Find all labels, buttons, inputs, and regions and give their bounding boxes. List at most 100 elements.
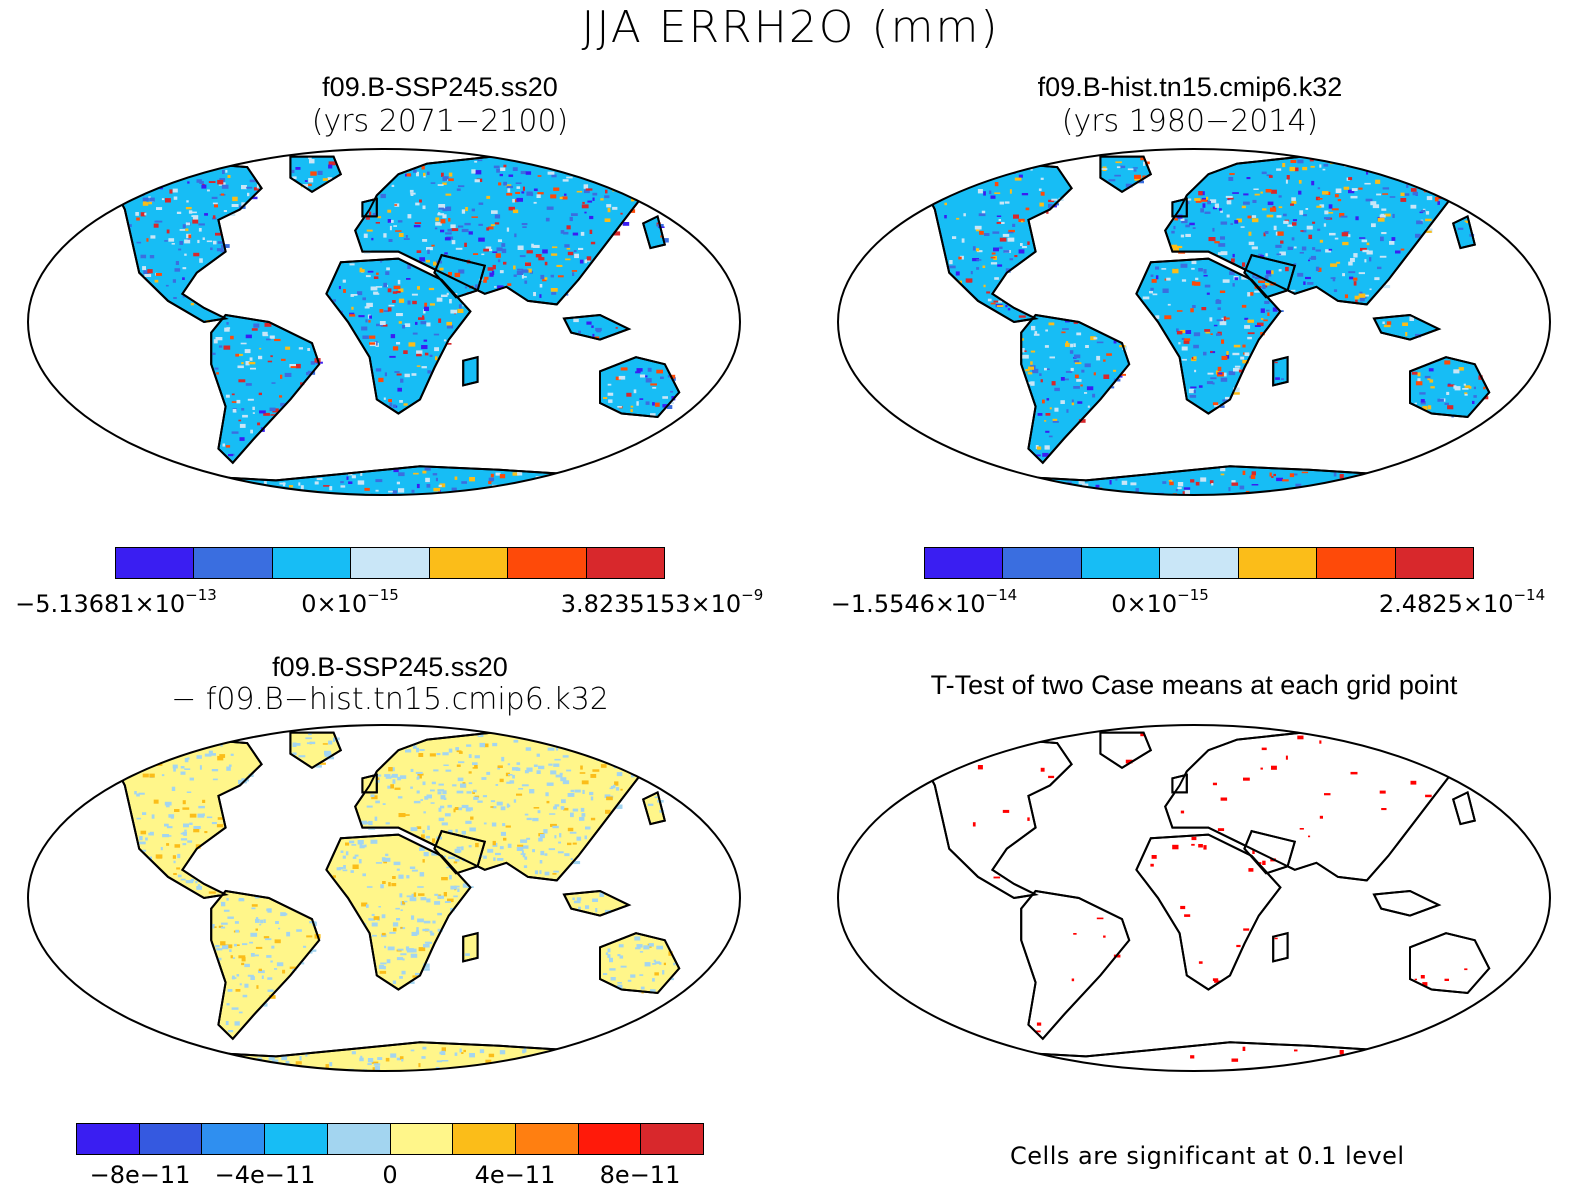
arabia-coastline (1243, 829, 1297, 875)
uk-coastline (361, 197, 378, 218)
madagascar-landmass (1272, 931, 1289, 963)
colorbar-swatch (515, 1124, 579, 1154)
colorbar-swatch (1238, 548, 1318, 578)
panel3-subtitle: − f09.B−hist.tn15.cmip6.k32 (171, 682, 609, 717)
panel2-colorbar (924, 547, 1474, 579)
africa-coastline (1135, 257, 1282, 415)
antarctica-coastline (960, 1041, 1427, 1071)
panel1-colorbar (115, 547, 665, 579)
south-america-coastline (1020, 313, 1131, 465)
australia-coastline (1409, 932, 1491, 995)
japan-coastline (1452, 214, 1477, 250)
panel3-colorbar-label-pos8: 8e−11 (599, 1161, 681, 1189)
north-america-coastline (918, 738, 1073, 900)
south-america-landmass (210, 313, 321, 465)
uk-coastline (1171, 773, 1188, 794)
panel3-colorbar-label-zero: 0 (382, 1161, 398, 1189)
greenland-landmass (1099, 731, 1153, 769)
colorbar-swatch (1160, 548, 1239, 578)
madagascar-coastline (1272, 355, 1289, 387)
uk-coastline (361, 773, 378, 794)
colorbar-swatch (586, 548, 664, 578)
panel2-colorbar-max-label: 2.4825×10−14 (1378, 586, 1546, 618)
greenland-coastline (289, 731, 343, 769)
panel1-colorbar-min-label: −5.13681×10−13 (15, 586, 217, 618)
panel2-colorbar-min-label: −1.5546×10−14 (830, 586, 1018, 618)
colorbar-swatch (202, 1124, 266, 1154)
south-america-landmass (1020, 313, 1131, 465)
south-america-coastline (210, 889, 321, 1041)
panel3-title: f09.B-SSP245.ss20 (272, 652, 508, 682)
panel1-map (27, 148, 741, 496)
ttest-footnote: Cells are significant at 0.1 level (1010, 1142, 1405, 1170)
japan-coastline (642, 214, 667, 250)
panel2-map (837, 148, 1551, 496)
colorbar-swatch (139, 1124, 203, 1154)
indonesia-landmass (1372, 889, 1442, 917)
colorbar-swatch (116, 548, 195, 578)
panel3-colorbar-label-neg8: −8e−11 (89, 1161, 191, 1189)
north-america-coastline (108, 162, 263, 324)
map-border (27, 148, 741, 496)
greenland-coastline (289, 155, 343, 193)
colorbar-swatch (578, 1124, 642, 1154)
colorbar-swatch (351, 548, 430, 578)
south-america-landmass (1020, 889, 1131, 1041)
colorbar-swatch (508, 548, 587, 578)
colorbar-swatch (1003, 548, 1082, 578)
figure-title: JJA ERRH2O (mm) (581, 2, 1000, 53)
south-america-coastline (210, 313, 321, 465)
panel1-subtitle: (yrs 2071−2100) (311, 104, 569, 139)
panel3-colorbar-label-neg4: −4e−11 (214, 1161, 316, 1189)
panel4-map (837, 724, 1551, 1072)
colorbar-swatch (1395, 548, 1473, 578)
australia-coastline (1409, 356, 1491, 419)
africa-coastline (325, 257, 472, 415)
panel2-subtitle: (yrs 1980−2014) (1061, 104, 1319, 139)
colorbar-swatch (429, 548, 509, 578)
colorbar-swatch (272, 548, 352, 578)
colorbar-swatch (327, 1124, 391, 1154)
north-america-coastline (108, 738, 263, 900)
map-border (837, 724, 1551, 1072)
panel2-colorbar-zero-label: 0×10−15 (1111, 586, 1209, 618)
madagascar-coastline (462, 355, 479, 387)
antarctica-landmass (150, 465, 617, 495)
indonesia-coastline (1372, 889, 1442, 917)
south-america-landmass (210, 889, 321, 1041)
colorbar-swatch (453, 1124, 516, 1154)
antarctica-landmass (150, 1041, 617, 1071)
madagascar-coastline (1272, 931, 1289, 963)
madagascar-landmass (462, 931, 479, 963)
panel1-colorbar-max-label: 3.8235153×10−9 (560, 586, 764, 618)
panel3-colorbar (76, 1123, 704, 1155)
south-america-coastline (1020, 889, 1131, 1041)
colorbar-swatch (641, 1124, 704, 1154)
indonesia-coastline (562, 313, 632, 341)
arabia-coastline (1243, 253, 1297, 299)
map-border (837, 148, 1551, 496)
panel3-colorbar-label-pos4: 4e−11 (474, 1161, 556, 1189)
colorbar-swatch (194, 548, 273, 578)
colorbar-swatch (1317, 548, 1396, 578)
japan-coastline (1452, 790, 1477, 826)
madagascar-coastline (462, 931, 479, 963)
arabia-coastline (433, 253, 487, 299)
antarctica-coastline (150, 465, 617, 495)
panel3-map (27, 724, 741, 1072)
colorbar-swatch (390, 1124, 454, 1154)
madagascar-landmass (1272, 355, 1289, 387)
panel2-title: f09.B-hist.tn15.cmip6.k32 (1037, 72, 1343, 102)
australia-coastline (599, 932, 681, 995)
arabia-coastline (433, 829, 487, 875)
greenland-coastline (1099, 731, 1153, 769)
africa-coastline (325, 833, 472, 991)
uk-coastline (1171, 197, 1188, 218)
north-america-coastline (918, 162, 1073, 324)
colorbar-swatch (925, 548, 1004, 578)
panel4-title: T-Test of two Case means at each grid po… (930, 670, 1458, 700)
africa-coastline (1135, 833, 1282, 991)
indonesia-coastline (1372, 313, 1442, 341)
colorbar-swatch (77, 1124, 140, 1154)
antarctica-coastline (960, 465, 1427, 495)
